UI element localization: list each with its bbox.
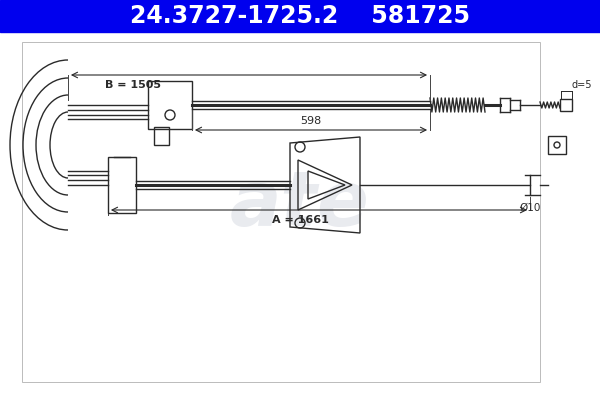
- Text: ate: ate: [230, 168, 370, 242]
- Bar: [548, 136, 566, 154]
- Bar: [22, 42, 540, 382]
- Bar: [154, 127, 169, 145]
- Text: B = 1505: B = 1505: [105, 80, 161, 90]
- Text: Ø10: Ø10: [520, 203, 541, 213]
- Text: A = 1661: A = 1661: [272, 215, 328, 225]
- Bar: [560, 99, 572, 111]
- Bar: [0, 0, 600, 32]
- Text: 598: 598: [301, 116, 322, 126]
- Text: 24.3727-1725.2    581725: 24.3727-1725.2 581725: [130, 4, 470, 28]
- Bar: [108, 157, 136, 213]
- Text: d=5: d=5: [572, 80, 593, 90]
- Bar: [148, 81, 192, 129]
